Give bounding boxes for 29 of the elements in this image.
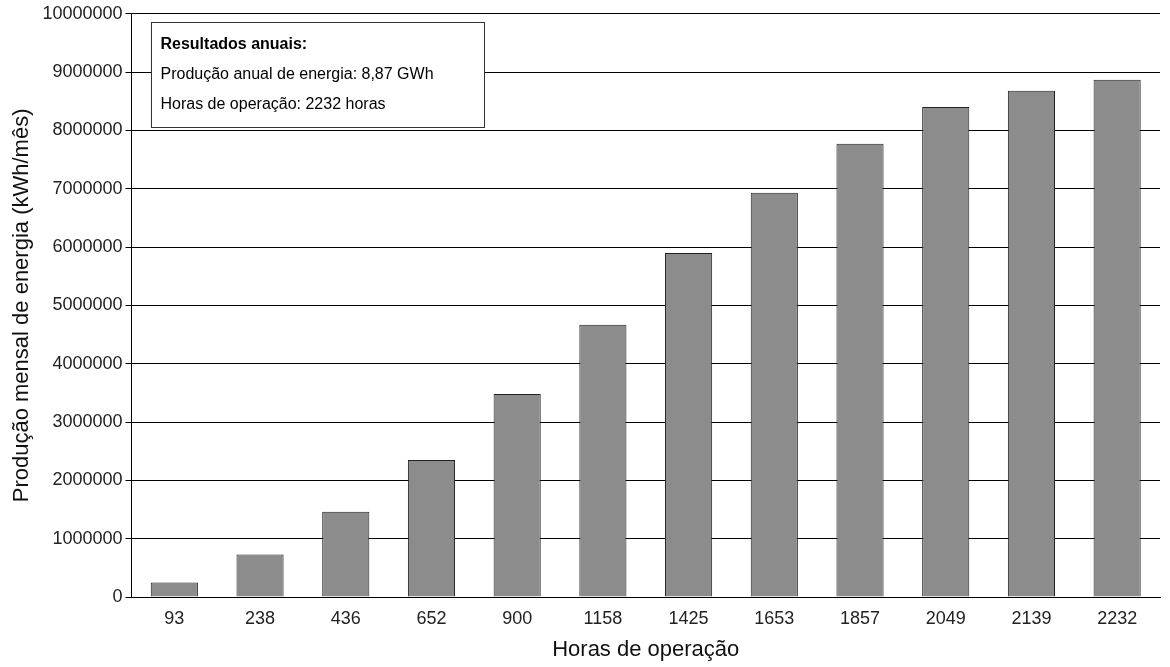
y-tick-label: 1000000 bbox=[52, 527, 123, 548]
note-box: Resultados anuais: Produção anual de energia: 8,87 GWh Horas de operação: 2232 horas bbox=[151, 21, 485, 128]
y-tick-label: 8000000 bbox=[52, 119, 123, 140]
y-tick-label: 10000000 bbox=[42, 2, 123, 23]
x-tick-label: 2232 bbox=[1097, 607, 1138, 628]
x-tick-label: 1857 bbox=[839, 607, 881, 628]
y-tick-label: 7000000 bbox=[52, 177, 123, 198]
x-tick-label: 1158 bbox=[583, 607, 623, 628]
annotation: Horas de operação: 2232 horas bbox=[160, 93, 387, 114]
y-tick-label: 6000000 bbox=[52, 236, 123, 257]
annotation: Produção anual de energia: 8,87 GWh bbox=[160, 63, 434, 84]
x-tick-label: 1425 bbox=[668, 607, 709, 628]
x-tick-label: 1653 bbox=[754, 607, 795, 628]
x-tick-label: 436 bbox=[330, 607, 361, 628]
x-axis-title: Horas de operação bbox=[552, 635, 740, 661]
x-tick-label: 238 bbox=[245, 607, 276, 628]
x-tick-label: 2049 bbox=[925, 607, 966, 628]
annotation: Resultados anuais: bbox=[160, 33, 309, 54]
y-tick-label: 5000000 bbox=[52, 294, 123, 315]
y-axis-title: Produção mensal de energia (kWh/mês) bbox=[8, 108, 34, 503]
y-tick-label: 9000000 bbox=[52, 61, 123, 82]
y-tick-label: 0 bbox=[112, 585, 123, 606]
x-tick-label: 93 bbox=[164, 607, 185, 628]
y-tick-label: 3000000 bbox=[52, 411, 123, 432]
x-tick-label: 2139 bbox=[1011, 607, 1052, 628]
x-tick-label: 900 bbox=[502, 607, 533, 628]
y-tick-label: 4000000 bbox=[52, 352, 123, 373]
y-tick-label: 2000000 bbox=[52, 469, 123, 490]
x-tick-label: 652 bbox=[416, 607, 447, 628]
